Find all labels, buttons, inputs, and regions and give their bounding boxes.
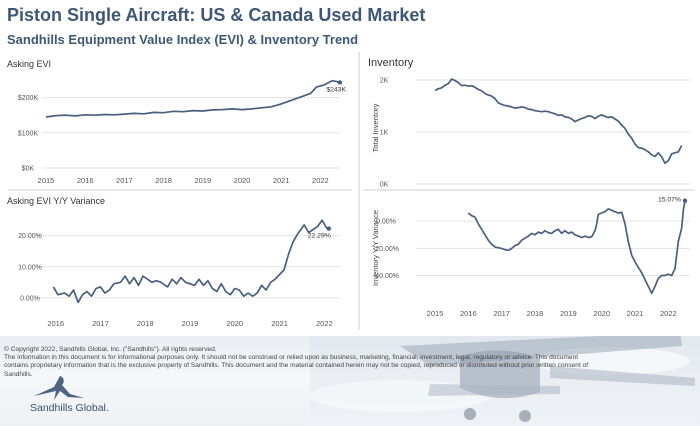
- disclaimer-text: The information in this document is for …: [4, 354, 589, 378]
- inventory-variance-x-tick-label: 2018: [527, 309, 544, 318]
- evi-variance-end-label: 22.29%: [308, 233, 331, 240]
- inventory-variance-series-line: [467, 200, 686, 295]
- inventory-variance-x-tick-label: 2017: [493, 309, 510, 318]
- header: Piston Single Aircraft: US & Canada Used…: [0, 0, 700, 52]
- evi-x-tick-label: 2021: [273, 176, 290, 185]
- inventory-variance-x-tick-label: 2021: [627, 309, 644, 318]
- evi-variance-y-tick-label: 20.00%: [18, 233, 42, 240]
- evi-y-tick-label: $200K: [18, 95, 39, 102]
- inventory-series-line: [434, 78, 683, 165]
- inventory-variance-y-tick-label: -20.00%: [373, 246, 399, 253]
- inventory-variance-y-tick-label: 0.00%: [376, 219, 396, 226]
- page-subtitle: Sandhills Equipment Value Index (EVI) & …: [7, 32, 359, 47]
- inventory-y-tick-label: 2K: [380, 78, 389, 85]
- evi-variance-last-point: [326, 226, 332, 231]
- evi-variance-chart-title: Asking EVI Y/Y Variance: [7, 196, 105, 206]
- copyright-text: © Copyright 2022, Sandhills Global, Inc.…: [4, 346, 217, 353]
- inventory-variance-x-tick-label: 2020: [593, 309, 610, 318]
- inventory-heading: Inventory: [368, 57, 414, 69]
- evi-variance-x-tick-label: 2021: [271, 319, 288, 328]
- inventory-variance-end-label: 15.07%: [658, 197, 681, 204]
- evi-x-tick-label: 2020: [234, 176, 251, 185]
- evi-variance-x-tick-label: 2016: [47, 319, 64, 328]
- inventory-variance-x-tick-label: 2022: [660, 309, 677, 318]
- evi-chart-title: Asking EVI: [7, 59, 51, 69]
- evi-y-tick-label: $100K: [18, 130, 39, 137]
- evi-variance-y-tick-label: 10.00%: [18, 264, 42, 271]
- evi-x-tick-label: 2017: [116, 176, 133, 185]
- inventory-variance-x-tick-label: 2016: [460, 309, 477, 318]
- brand-name: Sandhills Global.: [30, 402, 109, 414]
- sandhills-crane-logo: [34, 376, 84, 400]
- inventory-variance-x-tick-label: 2019: [560, 309, 577, 318]
- evi-variance-chart: 0.00% 10.00% 20.00% 2016 2017 2018 2019 2020 202…: [18, 219, 340, 328]
- evi-x-tick-label: 2022: [312, 176, 329, 185]
- evi-chart: $0K $100K $200K 2015 2016 2017 2018 2019 2020 202…: [18, 79, 346, 185]
- total-inventory-axis-title: Total Inventory: [371, 103, 380, 152]
- page-title: Piston Single Aircraft: US & Canada Used…: [7, 5, 426, 25]
- evi-series-line: [45, 79, 341, 118]
- evi-x-tick-label: 2018: [155, 176, 172, 185]
- evi-x-tick-label: 2015: [38, 176, 55, 185]
- evi-variance-x-tick-label: 2022: [316, 319, 333, 328]
- evi-variance-series-line: [52, 219, 330, 304]
- airplane-photo: [310, 336, 700, 426]
- inventory-variance-chart: 0.00% -20.00% -40.00% 2015 2016 2017 2018 2019 2…: [373, 197, 690, 318]
- evi-end-label: $243K: [326, 86, 346, 93]
- evi-last-point: [337, 80, 343, 85]
- evi-x-tick-label: 2019: [194, 176, 211, 185]
- inventory-variance-y-tick-label: -40.00%: [373, 273, 399, 280]
- inventory-y-tick-label: 1K: [380, 130, 389, 137]
- evi-variance-x-tick-label: 2019: [182, 319, 199, 328]
- evi-variance-x-tick-label: 2017: [92, 319, 109, 328]
- inventory-y-tick-label: 0K: [380, 182, 389, 189]
- footer: © Copyright 2022, Sandhills Global, Inc.…: [0, 336, 700, 426]
- evi-y-tick-label: $0K: [22, 166, 35, 173]
- evi-variance-y-tick-label: 0.00%: [20, 295, 40, 302]
- inventory-chart: 0K 1K 2K: [380, 78, 690, 189]
- inventory-variance-last-point: [682, 198, 688, 203]
- evi-variance-x-tick-label: 2018: [137, 319, 154, 328]
- evi-variance-x-tick-label: 2020: [226, 319, 243, 328]
- evi-x-tick-label: 2016: [77, 176, 94, 185]
- charts-area: Asking EVI Asking EVI Y/Y Variance Inven…: [7, 52, 694, 330]
- inventory-variance-x-tick-label: 2015: [427, 309, 444, 318]
- plot-layer: $0K $100K $200K 2015 2016 2017 2018 2019 2020 202…: [18, 78, 690, 328]
- inventory-variance-axis-title: Inventory Y/Y Variance: [371, 210, 380, 286]
